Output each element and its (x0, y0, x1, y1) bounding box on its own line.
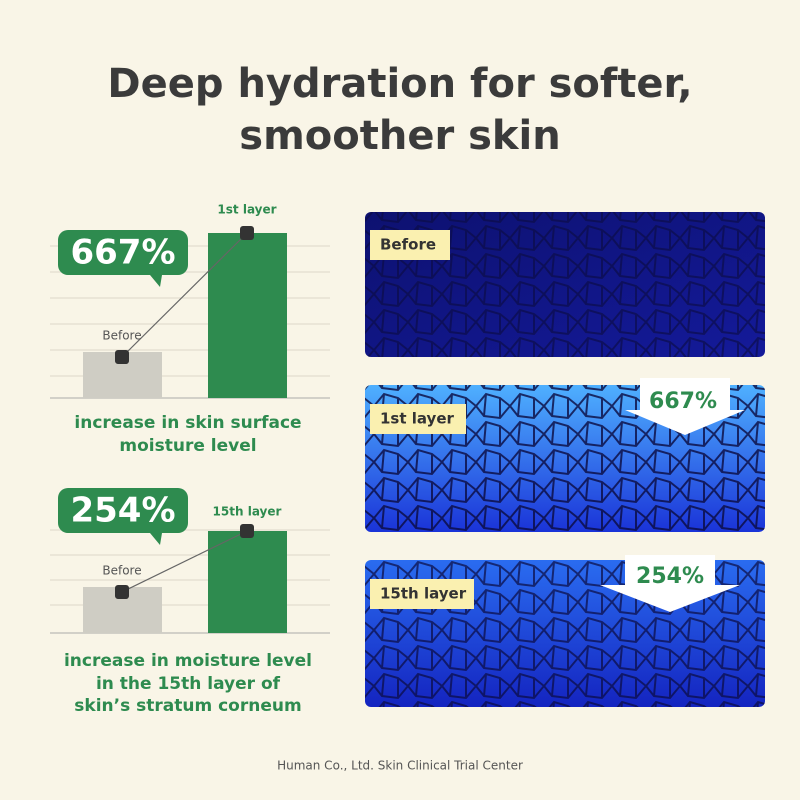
caption: moisture level (119, 436, 256, 456)
image-label: 1st layer (380, 410, 455, 428)
bar-label: Before (102, 564, 141, 578)
title: smoother skin (239, 113, 560, 159)
image-label: Before (380, 236, 436, 254)
footer: Human Co., Ltd. Skin Clinical Trial Cent… (277, 759, 523, 773)
caption: increase in moisture level (64, 651, 312, 671)
badge: 254% (70, 491, 175, 531)
badge: 667% (70, 233, 175, 273)
bar-label: 1st layer (217, 203, 276, 217)
bar-label: 15th layer (213, 505, 282, 519)
skin-image: 15th layer 254% (365, 555, 765, 707)
skin-image: Before (365, 212, 765, 357)
caption: in the 15th layer of (96, 674, 281, 694)
callout: 667% (649, 389, 717, 414)
chart-panel: 667% Before 1st layer increase in skin s… (50, 203, 330, 456)
chart-panel: 254% Before 15th layer increase in moist… (50, 488, 330, 716)
callout: 254% (636, 564, 704, 589)
caption: skin’s stratum corneum (74, 696, 301, 716)
bar-label: Before (102, 329, 141, 343)
skin-image: 1st layer 667% (365, 378, 765, 532)
caption: increase in skin surface (74, 413, 301, 433)
image-label: 15th layer (380, 585, 467, 603)
title: Deep hydration for softer, (107, 61, 692, 107)
